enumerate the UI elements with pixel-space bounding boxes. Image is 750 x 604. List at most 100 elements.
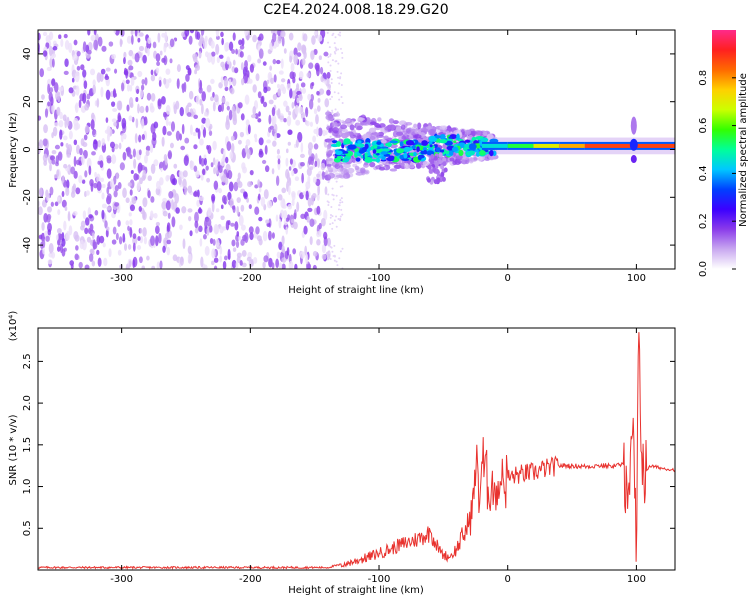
- spectrogram-noise-blob: [281, 248, 286, 253]
- spectrogram-noise-blob: [70, 166, 76, 175]
- spectrogram-noise-blob: [313, 143, 319, 150]
- spectrogram-noise-blob: [96, 181, 102, 191]
- spectrogram-noise-blob: [266, 79, 270, 84]
- spectrogram-noise-blob: [241, 162, 246, 170]
- spectrogram-noise-blob: [86, 49, 92, 55]
- spectrogram-noise-blob: [38, 206, 43, 216]
- spectrogram-noise-blob: [96, 249, 100, 256]
- spectrogram-noise-dot: [333, 42, 336, 45]
- spectrogram-noise-blob: [54, 144, 60, 150]
- spectrogram-noise-blob: [132, 148, 136, 158]
- spectrogram-noise-blob: [200, 30, 205, 36]
- spectrogram-noise-blob: [143, 116, 148, 126]
- spectrogram-noise-blob: [147, 37, 152, 45]
- spectrogram-noise-blob: [197, 208, 203, 214]
- spectrogram-signal-blob: [336, 156, 341, 163]
- spectrogram-noise-blob: [128, 115, 133, 122]
- spectrogram-noise-blob: [50, 201, 54, 207]
- spectrogram-noise-blob: [84, 227, 89, 235]
- spectrogram-noise-blob: [307, 207, 313, 213]
- spectrogram-noise-blob: [162, 210, 168, 217]
- spectrogram-noise-blob: [96, 98, 100, 108]
- colorbar-ticks: 0.0 0.2 0.4 0.6 0.8: [698, 70, 736, 277]
- spectrogram-noise-blob: [66, 179, 70, 189]
- spectrogram-noise-blob: [85, 190, 90, 196]
- spectrogram-noise-blob: [115, 119, 119, 130]
- spectrogram-noise-blob: [112, 226, 117, 235]
- spectrogram-noise-blob: [119, 162, 125, 171]
- spectrogram-noise-blob: [142, 54, 147, 64]
- spectrogram-noise-dot: [336, 264, 339, 267]
- snr-y-multiplier: (x10⁴): [8, 311, 19, 342]
- spectrogram-noise-blob: [302, 33, 308, 42]
- spectrogram-noise-blob: [283, 100, 288, 107]
- spectrogram-noise-blob: [138, 206, 142, 212]
- spectrogram-noise-blob: [150, 69, 154, 76]
- spectrogram-signal-blob: [464, 143, 470, 148]
- spectrogram-halo-blob: [344, 131, 350, 138]
- spectrogram-signal-blob: [381, 148, 390, 152]
- spectrogram-noise-blob: [58, 86, 64, 92]
- spectrogram-noise-dot: [338, 98, 341, 101]
- spectrogram-noise-blob: [226, 56, 231, 65]
- spectrogram-noise-blob: [187, 208, 193, 213]
- spectrogram-signal-blob: [453, 140, 457, 144]
- spectrogram-signal-blob: [429, 144, 433, 148]
- spectrogram-noise-blob: [165, 68, 171, 75]
- spectrogram-noise-blob: [162, 111, 167, 118]
- spectrogram-noise-blob: [303, 50, 307, 60]
- spectrogram-noise-blob: [75, 85, 80, 96]
- spectrogram-noise-blob: [126, 35, 132, 44]
- spectrogram-noise-blob: [129, 219, 133, 226]
- spectrogram-noise-blob: [240, 113, 245, 121]
- spectrogram-signal-blob: [468, 150, 475, 156]
- spectrogram-noise-blob: [181, 206, 187, 214]
- y-tick-label: 20: [22, 95, 33, 108]
- spectrogram-signal-blob: [385, 142, 393, 147]
- spectrogram-noise-blob: [158, 232, 162, 244]
- spectrogram-noise-blob: [294, 104, 299, 115]
- colorbar-tick-label: 0.6: [698, 118, 709, 134]
- spectrogram-noise-blob: [134, 52, 140, 63]
- spectrogram-noise-blob: [137, 164, 142, 174]
- spectrogram-noise-blob: [253, 257, 258, 264]
- spectrogram-noise-blob: [169, 142, 174, 149]
- spectrogram-noise-blob: [226, 141, 232, 151]
- spectrogram-noise-blob: [165, 200, 171, 211]
- spectrogram-x-label: Height of straight line (km): [288, 285, 424, 296]
- spectrogram-noise-blob: [249, 232, 254, 241]
- spectrogram-noise-dot: [330, 205, 333, 208]
- spectrogram-noise-blob: [230, 222, 235, 227]
- spectrogram-noise-blob: [84, 264, 90, 269]
- spectrogram-noise-blob: [261, 159, 267, 165]
- spectrogram-halo-blob: [414, 129, 422, 134]
- spectrogram-noise-blob: [102, 242, 106, 248]
- spectrogram-noise-blob: [46, 213, 52, 221]
- spectrogram-noise-blob: [179, 256, 184, 266]
- spectrogram-noise-dot: [330, 78, 333, 81]
- spectrogram-noise-blob: [232, 78, 237, 87]
- spectrogram-noise-blob: [267, 200, 273, 209]
- spectrogram-noise-blob: [100, 68, 106, 75]
- spectrogram-noise-blob: [316, 65, 320, 77]
- spectrogram-noise-blob: [312, 264, 317, 269]
- spectrogram-noise-blob: [263, 86, 268, 94]
- spectrogram-noise-blob: [145, 149, 150, 157]
- spectrogram-noise-blob: [290, 219, 295, 224]
- spectrogram-halo-blob: [394, 164, 402, 169]
- spectrogram-noise-blob: [278, 262, 283, 269]
- spectrogram-noise-blob: [213, 257, 219, 263]
- spectrogram-signal-blob: [475, 151, 480, 157]
- spectrogram-noise-blob: [203, 111, 208, 117]
- spectrogram-noise-blob: [188, 215, 192, 222]
- spectrogram-noise-blob: [194, 211, 199, 223]
- spectrogram-noise-blob: [118, 142, 122, 150]
- spectrogram-noise-blob: [244, 94, 250, 105]
- spectrogram-halo-blob: [409, 134, 414, 140]
- spectrogram-signal-blob: [458, 149, 464, 156]
- spectrogram-noise-blob: [276, 251, 281, 259]
- spectrogram-noise-blob: [84, 125, 90, 134]
- spectrogram-halo-blob: [442, 130, 450, 134]
- spectrogram-noise-dot: [337, 217, 340, 220]
- spectrogram-noise-dot: [340, 72, 343, 75]
